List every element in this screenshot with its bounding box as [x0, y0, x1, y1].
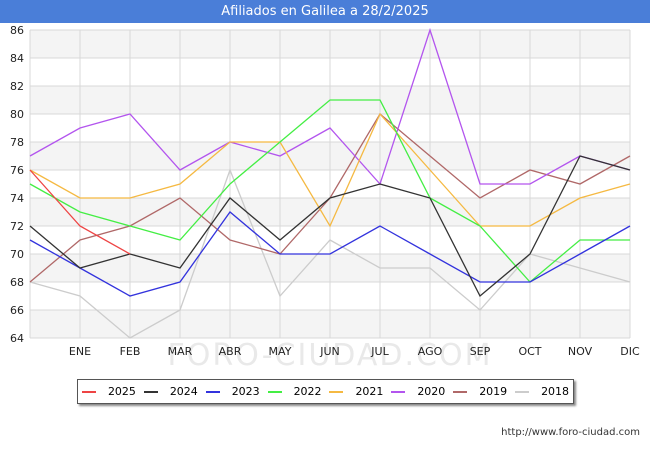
legend-swatch: [81, 390, 96, 393]
x-tick-label: JUN: [319, 345, 340, 358]
x-tick-label: NOV: [568, 345, 593, 358]
x-tick-label: JUL: [370, 345, 389, 358]
legend-swatch: [267, 390, 282, 393]
y-tick-label: 84: [10, 52, 24, 65]
y-tick-label: 64: [10, 332, 24, 345]
legend-item-2023: 2023: [205, 385, 260, 398]
y-tick-label: 70: [10, 248, 24, 261]
x-axis-ticks: ENE FEB MAR ABR MAY JUN JUL AGO SEP OCT NOV DIC: [69, 345, 640, 358]
x-tick-label: MAR: [168, 345, 193, 358]
x-tick-label: AGO: [418, 345, 443, 358]
series-line-2021: [29, 112, 631, 228]
x-tick-label: FEB: [120, 345, 141, 358]
legend-swatch: [329, 390, 344, 393]
legend-item-2020: 2020: [391, 385, 445, 398]
legend-label: 2020: [417, 385, 446, 398]
x-tick-label: ABR: [219, 345, 242, 358]
legend-label: 2023: [231, 385, 260, 398]
series-layer: [29, 27, 631, 339]
series-line-2023: [29, 211, 631, 297]
x-tick-label: OCT: [518, 345, 541, 358]
legend-swatch: [453, 390, 468, 393]
legend-item-2025: 2025: [81, 385, 136, 398]
x-tick-label: MAY: [269, 345, 292, 358]
x-tick-label: SEP: [470, 345, 491, 358]
legend-label: 2025: [107, 385, 136, 398]
legend-label: 2022: [293, 385, 322, 398]
series-line-2025: [29, 169, 131, 255]
legend-swatch: [515, 390, 530, 393]
source-url: http://www.foro-ciudad.com: [501, 427, 640, 438]
chart-title: Afiliados en Galilea a 28/2/2025: [0, 0, 650, 23]
legend-label: 2024: [169, 385, 198, 398]
y-tick-label: 82: [10, 80, 24, 93]
y-tick-label: 86: [10, 24, 24, 37]
y-tick-label: 66: [10, 304, 24, 317]
legend-item-2022: 2022: [267, 385, 322, 398]
legend: 2025 2024 2023 2022 2021 2020 2019 2018: [77, 379, 574, 404]
legend-item-2024: 2024: [143, 385, 198, 398]
y-tick-label: 68: [10, 276, 24, 289]
x-tick-label: ENE: [69, 345, 91, 358]
series-line-2020: [29, 27, 631, 186]
legend-label: 2021: [355, 385, 384, 398]
legend-label: 2018: [541, 385, 570, 398]
y-axis-ticks: 64 66 68 70 72 74 76 78 80 82 84 86: [10, 24, 24, 345]
legend-label: 2019: [479, 385, 508, 398]
legend-swatch: [391, 390, 406, 393]
legend-swatch: [143, 390, 158, 393]
legend-item-2018: 2018: [515, 385, 569, 398]
legend-swatch: [205, 390, 220, 393]
y-tick-label: 80: [10, 108, 24, 121]
legend-item-2019: 2019: [453, 385, 507, 398]
y-tick-label: 72: [10, 220, 24, 233]
y-tick-label: 78: [10, 136, 24, 149]
y-tick-label: 74: [10, 192, 24, 205]
y-tick-label: 76: [10, 164, 24, 177]
watermark: FORO-CIUDAD.COM: [168, 338, 493, 373]
x-tick-label: DIC: [620, 345, 640, 358]
legend-item-2021: 2021: [329, 385, 383, 398]
